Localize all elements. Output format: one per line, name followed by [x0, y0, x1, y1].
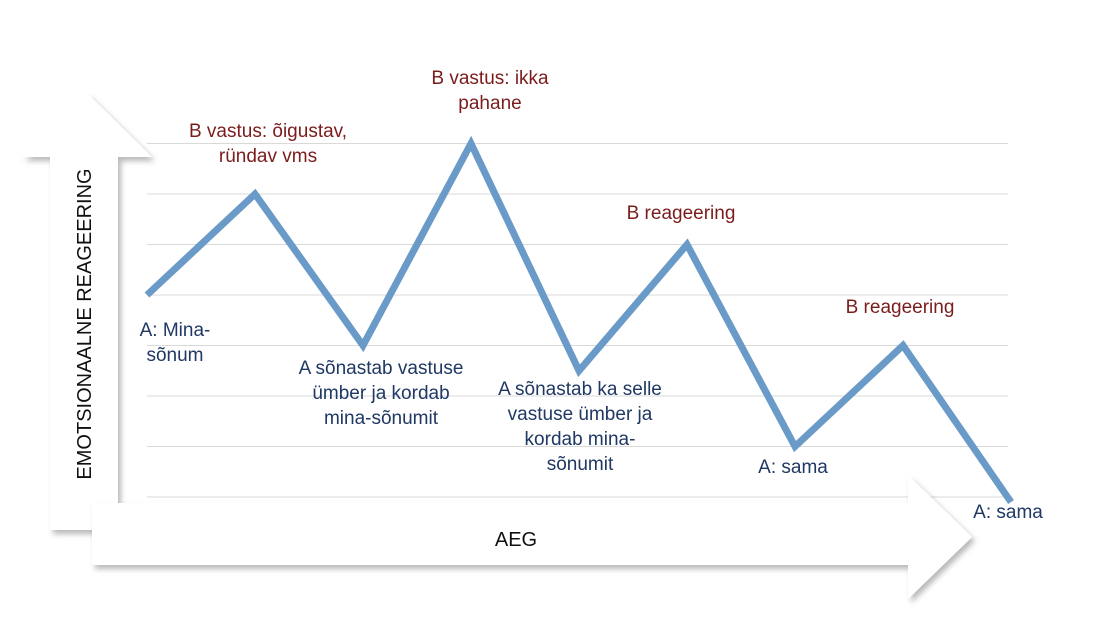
- annotation-label-1: B vastus: õigustav, ründav vms: [189, 121, 347, 167]
- x-axis-label: AEG: [495, 529, 537, 551]
- annotation-line: sõnum: [146, 345, 203, 366]
- annotation-label-3: B vastus: ikka pahane: [431, 68, 549, 114]
- x-axis-arrow: [92, 475, 972, 599]
- annotation-line: kordab mina-: [525, 429, 636, 450]
- annotation-label-8: A: sama: [973, 502, 1043, 523]
- annotation-line: B vastus: ikka: [431, 68, 549, 89]
- annotation-label-2: A sõnastab vastuse ümber ja kordab mina-sõ…: [299, 358, 464, 429]
- annotation-line: B vastus: õigustav,: [189, 121, 347, 142]
- y-axis-arrow: [22, 94, 152, 530]
- annotation-labels: A: Mina-sõnum B vastus: õigustav, ründav v…: [140, 68, 1044, 523]
- annotation-label-4: A sõnastab ka selle vastuse ümber ja korda…: [498, 379, 662, 475]
- annotation-label-0: A: Mina-sõnum: [140, 320, 211, 366]
- annotation-line: A sõnastab vastuse: [299, 358, 464, 379]
- annotation-line: A: sama: [973, 502, 1043, 523]
- annotation-line: pahane: [458, 93, 521, 114]
- annotation-line: B reageering: [846, 297, 955, 318]
- annotation-line: sõnumit: [547, 454, 614, 475]
- annotation-label-5: B reageering: [627, 203, 736, 224]
- y-axis-label: EMOTSIONAALNE REAGEERING: [74, 168, 96, 479]
- annotation-line: A: Mina-: [140, 320, 211, 341]
- annotation-label-6: A: sama: [758, 457, 828, 478]
- annotation-line: A sõnastab ka selle: [498, 379, 662, 400]
- annotation-line: A: sama: [758, 457, 828, 478]
- annotation-line: ümber ja kordab: [312, 383, 449, 404]
- annotation-line: vastuse ümber ja: [508, 404, 653, 425]
- series-line: [144, 135, 1014, 505]
- annotation-line: ründav vms: [219, 146, 317, 167]
- annotation-label-7: B reageering: [846, 297, 955, 318]
- annotation-line: B reageering: [627, 203, 736, 224]
- annotation-line: mina-sõnumit: [324, 408, 439, 429]
